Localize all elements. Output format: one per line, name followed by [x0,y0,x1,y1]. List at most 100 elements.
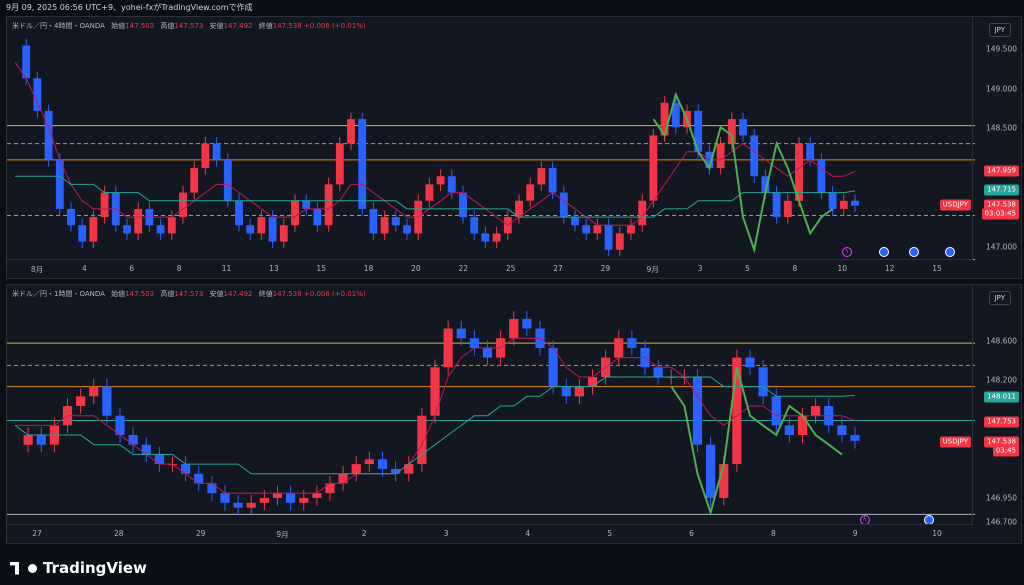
candle [338,473,348,484]
candle [102,386,112,416]
time-tick: 12 [884,264,895,273]
candle [732,357,742,465]
candle [649,135,658,201]
candle [377,459,388,469]
time-tick: 9月 [646,265,659,274]
us-flag-icon[interactable] [909,247,919,257]
candle [212,143,221,160]
candle [246,502,256,508]
candle [593,225,602,234]
candle [154,454,164,465]
time-tick: 9 [852,529,858,538]
candle [614,338,624,358]
candle [312,493,322,498]
price-tick: 146.950 [985,493,1017,503]
candle [758,367,768,397]
candle [615,233,624,250]
candle [515,200,523,218]
candle [67,208,75,226]
candle [55,159,64,209]
time-tick: 3 [443,529,449,538]
candle [719,464,729,498]
candle [190,168,199,193]
currency-button[interactable]: JPY [988,291,1011,305]
time-axis-1h[interactable]: 27 28 29 9月 2 3 4 5 6 8 9 10 [7,524,973,543]
candle [784,425,794,436]
candle [837,425,847,436]
candle [156,225,165,234]
plot-area-1h[interactable]: ϟ [7,285,975,525]
time-tick: 8月 [30,265,44,274]
candle [828,192,837,209]
currency-button[interactable]: JPY [988,23,1011,37]
time-tick: 13 [269,264,279,273]
brand-name: TradingView [43,559,147,577]
candle [89,386,99,397]
time-tick: 28 [114,529,124,538]
candle [286,493,296,503]
candle [716,143,725,169]
chart-pane-1h[interactable]: ϟ 米ドル／円・1時間・OANDA 始値147.503 高値147.573 安値… [6,284,1022,544]
candle [548,347,558,387]
candle [482,347,493,358]
tv-logo-icon [10,561,19,575]
price-axis-4h[interactable]: JPY 149.500 149.000 148.500 147.000 147.… [972,17,1021,260]
candle [692,376,703,445]
chart-pane-4h[interactable]: ϟ 米ドル／円・4時間・OANDA 始値147.503 高値147.573 安値… [6,16,1022,279]
candle [207,483,217,494]
candle [279,225,288,242]
candle [456,328,466,339]
chart-header: 9月 09, 2025 06:56 UTC+9、yohei-fxがTrading… [6,3,253,12]
candle [23,435,33,445]
time-tick: 27 [553,264,563,273]
time-tick: 8 [770,529,776,538]
candle [33,78,42,111]
price-axis-1h[interactable]: JPY 148.600 148.200 146.950 146.700 148.… [972,285,1021,527]
candle [291,200,299,226]
symbol-tag: USDJPY [939,199,971,211]
candle [481,233,490,242]
us-flag-icon[interactable] [879,247,889,257]
candles-4h [7,39,975,261]
candle [797,415,808,436]
time-axis-4h[interactable]: 8月 4 6 8 11 13 15 18 20 22 25 27 29 9月 3 5 8 10 12 15 [7,259,973,278]
pattern-line [670,367,843,516]
candle [302,200,311,209]
candle [470,217,479,234]
candle [233,502,243,508]
plot-area-4h[interactable]: ϟ [7,17,975,261]
event-icon[interactable]: ϟ [842,247,852,257]
candle [750,135,759,177]
ma-fast-line [14,61,856,226]
candle [772,192,781,218]
candle [839,200,848,209]
candle [627,338,637,348]
time-tick: 10 [932,529,942,538]
candle [358,119,367,209]
candle [78,225,87,242]
time-tick: 20 [411,264,421,273]
candle [404,464,414,474]
candle [850,435,860,441]
candle [745,357,755,368]
candle [115,415,125,436]
countdown-tag: 03:03:45 [981,208,1019,220]
tradingview-logo[interactable]: TradingView [10,559,147,577]
candle [587,376,598,387]
candle [443,328,453,368]
time-tick: 18 [363,264,374,273]
candle [134,208,143,234]
candle [403,225,411,234]
candle [141,444,151,455]
candle [447,176,456,193]
candle [571,217,579,226]
candle [739,119,747,136]
price-tick: 148.200 [985,375,1017,385]
candle [492,233,501,242]
time-tick: 6 [129,264,135,273]
candle [694,110,703,152]
candle [325,483,335,494]
us-flag-icon[interactable] [945,247,955,257]
ma-slow-line [14,376,856,475]
time-tick: 9月 [276,530,289,539]
